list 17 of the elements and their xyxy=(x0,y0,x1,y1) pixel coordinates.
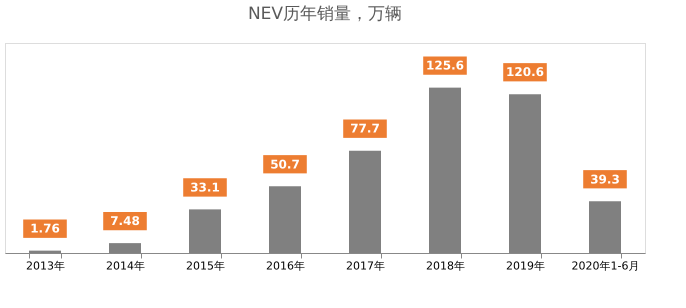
x-tick-label: 2015年 xyxy=(186,260,225,272)
x-tick-label: 2016年 xyxy=(266,260,305,272)
data-label: 50.7 xyxy=(270,157,300,172)
data-label: 39.3 xyxy=(590,172,620,186)
data-label: 33.1 xyxy=(190,180,220,194)
x-tick-label: 2020年1-6月 xyxy=(572,260,640,272)
data-label: 7.48 xyxy=(110,214,140,228)
x-tick-label: 2017年 xyxy=(346,260,385,272)
data-label: 77.7 xyxy=(350,122,380,136)
x-tick-label: 2013年 xyxy=(26,260,65,272)
chart-title: NEV历年销量，万辆 xyxy=(248,4,402,24)
x-tick-label: 2018年 xyxy=(426,260,465,272)
data-label: 125.6 xyxy=(426,58,464,73)
data-label: 1.76 xyxy=(30,222,60,236)
data-label: 120.6 xyxy=(506,65,544,80)
x-tick-label: 2019年 xyxy=(506,260,545,272)
x-tick-label: 2014年 xyxy=(106,260,145,272)
